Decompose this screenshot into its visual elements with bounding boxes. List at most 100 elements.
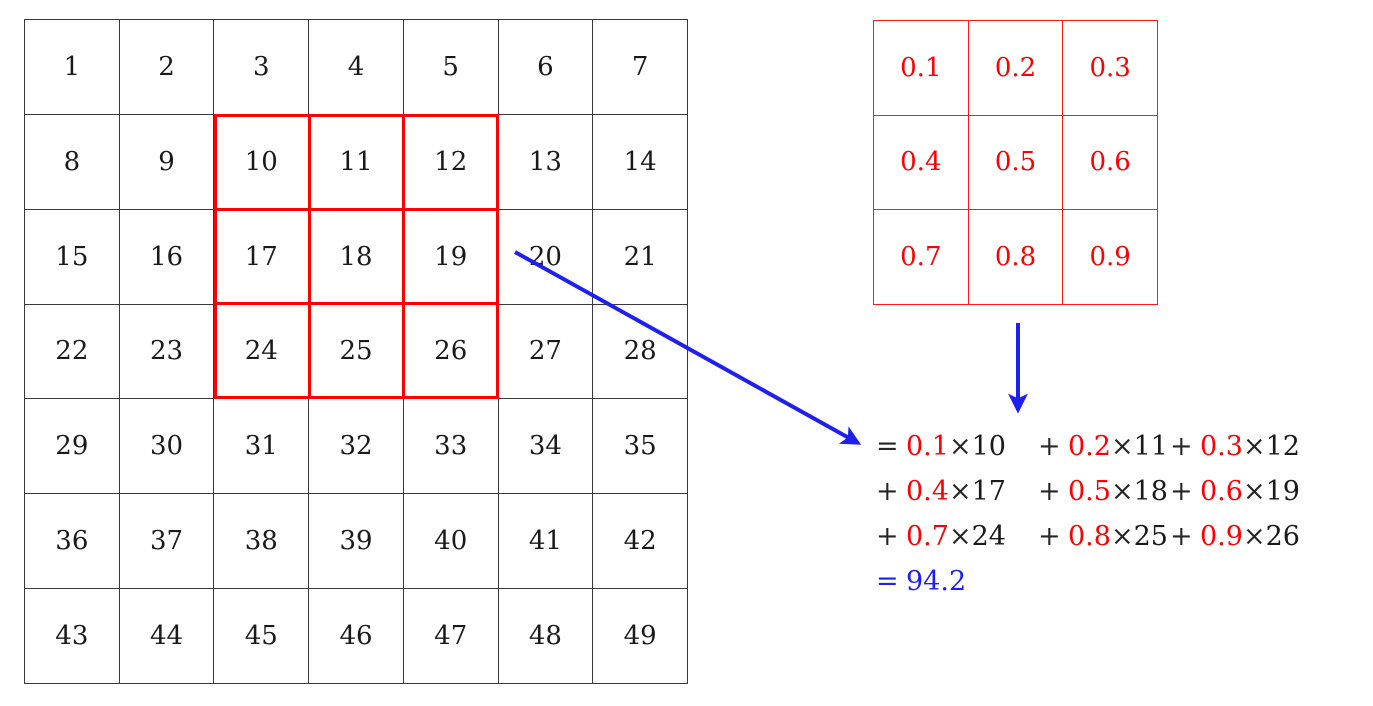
- input-cell: 19: [403, 209, 499, 305]
- kernel-cell: 0.9: [1063, 210, 1158, 305]
- input-cell: 1: [25, 20, 120, 115]
- input-cell: 7: [593, 20, 688, 115]
- equation-operator: +: [1038, 431, 1061, 462]
- input-cell: 41: [498, 494, 594, 590]
- input-cell: 48: [498, 589, 594, 684]
- input-cell: 13: [498, 114, 594, 210]
- equation-pixel-value: 19: [1265, 476, 1300, 507]
- equation-pixel-value: 25: [1133, 521, 1168, 552]
- multiply-icon: ×: [1110, 476, 1134, 507]
- kernel-cell: 0.5: [968, 115, 1064, 211]
- input-cell: 32: [309, 399, 404, 495]
- input-cell: 17: [214, 209, 310, 305]
- multiply-icon: ×: [1242, 521, 1266, 552]
- input-cell: 38: [214, 494, 310, 590]
- equation-pixel-value: 17: [971, 476, 1006, 507]
- input-cell: 43: [25, 589, 120, 684]
- input-cell: 46: [309, 589, 404, 684]
- equation-pixel-value: 26: [1265, 521, 1300, 552]
- equation-pixel-value: 11: [1133, 431, 1168, 462]
- equation-kernel-weight: 0.8: [1068, 521, 1111, 552]
- equation-line: +0.4×17 +0.5×18+ 0.6×19: [876, 469, 1302, 514]
- equation-pixel-value: 18: [1133, 476, 1168, 507]
- multiply-icon: ×: [948, 431, 972, 462]
- input-cell: 2: [119, 20, 215, 115]
- input-cell: 37: [119, 494, 215, 590]
- input-cell: 35: [593, 399, 688, 495]
- input-cell: 39: [309, 494, 404, 590]
- input-cell: 34: [498, 399, 594, 495]
- input-cell: 24: [214, 304, 310, 400]
- equation-result-line: = 94.2: [876, 559, 1302, 604]
- equation-lead-operator: +: [876, 476, 899, 507]
- input-cell: 12: [403, 114, 499, 210]
- equation-line: +0.7×24 +0.8×25+ 0.9×26: [876, 514, 1302, 559]
- input-cell: 9: [119, 114, 215, 210]
- kernel-cell: 0.2: [968, 21, 1064, 116]
- multiply-icon: ×: [1110, 521, 1134, 552]
- equation-operator: +: [1170, 431, 1193, 462]
- input-cell: 11: [309, 114, 404, 210]
- input-cell: 36: [25, 494, 120, 590]
- equation-term: +0.9×26: [1170, 514, 1302, 559]
- input-cell: 31: [214, 399, 310, 495]
- input-cell: 18: [309, 209, 404, 305]
- input-cell: 27: [498, 304, 594, 400]
- equation-kernel-weight: 0.1: [906, 431, 949, 462]
- input-cell: 14: [593, 114, 688, 210]
- equation-pixel-value: 12: [1265, 431, 1300, 462]
- input-cell: 10: [214, 114, 310, 210]
- kernel-cell: 0.1: [874, 21, 969, 116]
- input-cell: 40: [403, 494, 499, 590]
- equation-kernel-weight: 0.3: [1200, 431, 1243, 462]
- equation-term: 0.1×10: [906, 424, 1038, 469]
- input-feature-map-grid: 1 2 3 4 5 6 7 8 9 10 11 12 13 14 15 16 17 18 19 20 21 22 23 24 2…: [24, 19, 688, 684]
- equation-operator: +: [1038, 476, 1061, 507]
- equation-operator: +: [1170, 476, 1193, 507]
- equation-kernel-weight: 0.9: [1200, 521, 1243, 552]
- multiply-icon: ×: [1242, 431, 1266, 462]
- input-cell: 6: [498, 20, 594, 115]
- equation-lead-operator: =: [876, 431, 899, 462]
- input-cell: 22: [25, 304, 120, 400]
- input-cell: 5: [403, 20, 499, 115]
- equation-lead-operator: +: [876, 521, 899, 552]
- multiply-icon: ×: [948, 476, 972, 507]
- convolution-equation: = 0.1×10 +0.2×11+ 0.3×12 +0.4×17 +0.5×18+ 0.6×…: [876, 424, 1302, 604]
- input-cell: 29: [25, 399, 120, 495]
- equation-term: +0.6×19: [1170, 469, 1302, 514]
- equation-term: 0.7×24: [906, 514, 1038, 559]
- equation-term: +0.2×11: [1038, 424, 1170, 469]
- input-cell: 45: [214, 589, 310, 684]
- equation-kernel-weight: 0.5: [1068, 476, 1111, 507]
- equation-pixel-value: 10: [971, 431, 1006, 462]
- input-cell: 8: [25, 114, 120, 210]
- input-cell: 20: [498, 209, 594, 305]
- equation-term: +0.3×12: [1170, 424, 1302, 469]
- input-cell: 42: [593, 494, 688, 590]
- input-cell: 25: [309, 304, 404, 400]
- equation-operator: +: [1170, 521, 1193, 552]
- kernel-cell: 0.6: [1063, 115, 1158, 211]
- input-cell: 3: [214, 20, 310, 115]
- kernel-grid: 0.1 0.2 0.3 0.4 0.5 0.6 0.7 0.8 0.9: [873, 20, 1158, 305]
- input-cell: 21: [593, 209, 688, 305]
- input-cell: 44: [119, 589, 215, 684]
- input-cell: 4: [309, 20, 404, 115]
- input-cell: 16: [119, 209, 215, 305]
- input-cell: 30: [119, 399, 215, 495]
- equation-kernel-weight: 0.6: [1200, 476, 1243, 507]
- equation-term: 0.4×17: [906, 469, 1038, 514]
- equation-operator: +: [1038, 521, 1061, 552]
- equation-term: +0.8×25: [1038, 514, 1170, 559]
- equation-kernel-weight: 0.4: [906, 476, 949, 507]
- multiply-icon: ×: [1110, 431, 1134, 462]
- input-cell: 47: [403, 589, 499, 684]
- equation-line: = 0.1×10 +0.2×11+ 0.3×12: [876, 424, 1302, 469]
- input-cell: 26: [403, 304, 499, 400]
- equation-kernel-weight: 0.7: [906, 521, 949, 552]
- convolution-result-value: 94.2: [906, 566, 967, 597]
- kernel-cell: 0.7: [874, 210, 969, 305]
- equation-term: +0.5×18: [1038, 469, 1170, 514]
- kernel-cell: 0.3: [1063, 21, 1158, 116]
